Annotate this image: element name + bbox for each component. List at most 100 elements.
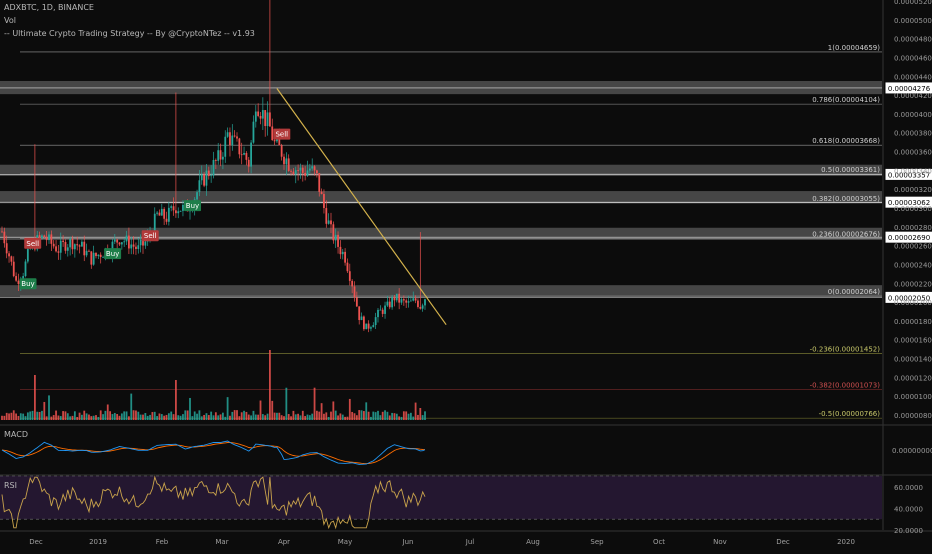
volume-bar	[311, 413, 314, 420]
volume-bar	[130, 393, 133, 420]
volume-bar	[64, 411, 67, 420]
rsi-band	[0, 476, 882, 520]
volume-bar	[278, 412, 281, 420]
candle-body	[22, 276, 25, 281]
fib-level-label: -0.382(0.00001073)	[810, 381, 881, 389]
volume-bar	[334, 410, 337, 420]
rsi-legend[interactable]: RSI	[4, 481, 17, 490]
candle-body	[306, 170, 309, 176]
candle-body	[198, 180, 201, 193]
volume-bar	[66, 413, 69, 420]
volume-bar	[304, 416, 307, 420]
volume-bar	[76, 416, 79, 420]
candle-body	[236, 136, 238, 139]
buy-label	[104, 248, 122, 260]
symbol-legend[interactable]: ADXBTC, 1D, BINANCE	[4, 3, 94, 12]
volume-bar	[55, 410, 57, 420]
volume-bar	[88, 414, 90, 420]
volume-bar	[191, 416, 194, 420]
volume-bar	[144, 413, 147, 420]
volume-bar	[323, 413, 325, 420]
volume-bar	[83, 410, 86, 420]
volume-bar	[22, 413, 25, 420]
candle-body	[81, 241, 83, 247]
volume-bar	[386, 411, 389, 420]
time-axis-tick: Aug	[526, 538, 540, 546]
zone-band	[0, 80, 882, 95]
candle-body	[398, 293, 401, 303]
volume-bar	[120, 413, 123, 420]
candle-body	[297, 170, 299, 171]
candle-body	[214, 160, 217, 161]
volume-bar	[299, 415, 302, 420]
price-box-label: 0.00003357	[888, 171, 930, 179]
buy-label	[19, 278, 37, 290]
zone-band	[0, 227, 882, 240]
volume-bar	[109, 411, 111, 420]
sell-label-text: Sell	[275, 131, 288, 139]
candle-body	[48, 234, 50, 241]
candle-body	[245, 153, 248, 160]
buy-label-text: Buy	[186, 202, 199, 210]
fib-level-label: 1(0.00004659)	[828, 44, 880, 52]
rsi-line	[1, 475, 426, 530]
sell-label	[273, 128, 291, 140]
volume-bar	[12, 410, 15, 420]
volume-bar	[69, 416, 72, 420]
volume-bar	[205, 413, 208, 420]
volume-bar	[332, 401, 335, 420]
candle-body	[196, 192, 198, 200]
candle-body	[351, 280, 354, 287]
volume-bar	[358, 410, 361, 420]
candle-body	[367, 323, 370, 329]
candle-body	[172, 206, 175, 211]
candle-body	[334, 234, 337, 241]
candle-body	[219, 150, 222, 160]
volume-bar	[92, 415, 95, 420]
candle-body	[207, 170, 210, 177]
time-axis-tick: Mar	[215, 538, 228, 546]
candle-body	[283, 156, 285, 165]
volume-bar	[111, 414, 114, 420]
volume-bar	[26, 412, 29, 420]
volume-bar	[243, 410, 245, 420]
volume-bar	[48, 395, 50, 420]
candle-body	[175, 210, 177, 214]
volume-bar	[15, 413, 17, 420]
strategy-legend[interactable]: -- Ultimate Crypto Trading Strategy -- B…	[4, 29, 255, 38]
volume-bar	[353, 413, 356, 420]
volume-bar	[17, 415, 20, 420]
candle-body	[170, 206, 173, 208]
candle-body	[128, 235, 130, 249]
volume-bar	[8, 413, 10, 420]
price-box	[885, 196, 932, 208]
macd-legend[interactable]: MACD	[4, 430, 28, 439]
volume-bar	[280, 415, 283, 420]
volume-bar	[158, 413, 161, 420]
time-axis-tick: Jul	[465, 538, 475, 546]
candle-body	[15, 276, 17, 281]
candle-body	[285, 158, 288, 165]
volume-bar	[50, 416, 53, 420]
candle-body	[254, 111, 257, 122]
volume-bar	[210, 411, 213, 420]
volume-bar	[123, 411, 126, 420]
volume-bar	[177, 415, 180, 420]
volume-bar	[231, 411, 234, 420]
candle-body	[231, 135, 234, 146]
candle-body	[200, 174, 203, 181]
volume-bar	[363, 411, 365, 420]
volume-bar	[365, 402, 368, 420]
candle-body	[125, 235, 128, 242]
volume-legend[interactable]: Vol	[4, 16, 16, 25]
